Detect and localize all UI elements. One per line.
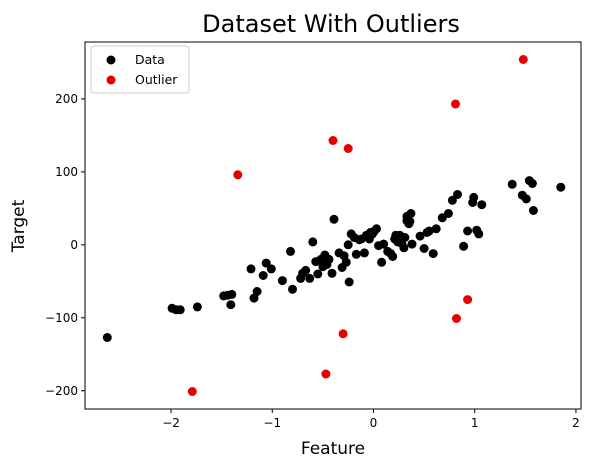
data-point-69	[415, 231, 425, 241]
data-point-91	[528, 206, 538, 215]
y-tick-label: −200	[45, 384, 78, 398]
legend-label-data: Data	[135, 52, 165, 67]
data-point-29	[324, 254, 334, 264]
x-tick-label: 1	[471, 416, 479, 430]
outlier-point-6	[451, 99, 460, 109]
data-point-7	[226, 300, 236, 310]
data-point-92	[556, 182, 566, 192]
data-point-61	[399, 243, 409, 253]
data-point-36	[343, 240, 353, 250]
outlier-point-2	[321, 369, 331, 379]
data-point-8	[227, 289, 237, 299]
plot-frame	[84, 41, 582, 410]
data-point-76	[443, 209, 453, 218]
data-point-66	[405, 217, 415, 226]
chart-title: Dataset With Outliers	[202, 10, 460, 38]
x-tick-label: 0	[370, 416, 378, 430]
outlier-point-0	[187, 387, 197, 396]
legend: Data Outlier	[90, 45, 190, 94]
data-point-84	[474, 229, 484, 239]
y-tick-label: 100	[55, 165, 78, 179]
data-point-51	[377, 257, 387, 267]
data-point-30	[327, 268, 337, 278]
y-axis: −200 −100 0 100 200	[45, 92, 85, 398]
data-point-40	[351, 249, 361, 259]
data-point-49	[372, 224, 381, 234]
data-point-52	[379, 239, 389, 249]
x-tick-label: 2	[572, 416, 580, 430]
legend-marker-data	[106, 55, 116, 65]
data-point-55	[388, 252, 398, 261]
outlier-point-4	[338, 329, 348, 339]
data-point-43	[359, 248, 369, 258]
data-point-77	[447, 195, 457, 205]
data-point-79	[459, 241, 469, 251]
data-point-67	[406, 209, 416, 218]
y-axis-title: Target	[9, 199, 29, 253]
data-point-80	[463, 226, 473, 236]
x-tick-label: −2	[162, 416, 180, 430]
data-point-9	[246, 264, 256, 274]
x-tick-label: −1	[263, 416, 281, 430]
data-point-11	[252, 287, 262, 296]
data-point-14	[266, 264, 276, 274]
y-tick-label: 200	[55, 92, 78, 106]
data-point-72	[424, 226, 434, 236]
data-point-78	[453, 190, 462, 199]
legend-label-outlier: Outlier	[135, 72, 178, 87]
data-point-0	[102, 333, 112, 342]
outlier-point-9	[518, 55, 528, 64]
data-point-85	[477, 200, 487, 210]
data-point-31	[329, 214, 339, 224]
data-point-62	[400, 233, 410, 242]
outlier-point-1	[233, 170, 243, 180]
data-point-82	[469, 192, 479, 202]
data-point-21	[305, 273, 315, 283]
y-tick-label: −100	[45, 311, 78, 325]
data-point-24	[313, 269, 323, 279]
data-point-20	[301, 265, 311, 275]
outlier-point-3	[328, 136, 338, 145]
outlier-point-8	[463, 295, 473, 305]
legend-box	[90, 45, 190, 94]
outlier-point-7	[452, 314, 461, 323]
x-axis-title: Feature	[301, 439, 365, 459]
data-point-16	[286, 246, 295, 256]
data-point-22	[308, 237, 318, 247]
points-layer	[102, 55, 566, 396]
outlier-point-5	[343, 144, 353, 153]
data-point-73	[428, 249, 438, 259]
data-point-74	[431, 224, 441, 234]
data-point-35	[341, 257, 351, 267]
data-point-12	[258, 271, 268, 280]
data-point-17	[288, 284, 297, 294]
data-point-3	[175, 305, 185, 315]
x-axis: −2 −1 0 1 2	[162, 409, 580, 430]
data-point-90	[527, 179, 537, 188]
data-point-88	[521, 194, 531, 204]
y-tick-label: 0	[70, 238, 78, 252]
data-point-13	[261, 258, 271, 268]
data-point-86	[507, 179, 517, 189]
data-point-68	[407, 239, 417, 249]
data-point-15	[277, 276, 287, 286]
data-point-4	[192, 302, 202, 312]
legend-marker-outlier	[106, 75, 116, 85]
data-point-37	[344, 277, 354, 287]
data-point-70	[419, 244, 429, 253]
